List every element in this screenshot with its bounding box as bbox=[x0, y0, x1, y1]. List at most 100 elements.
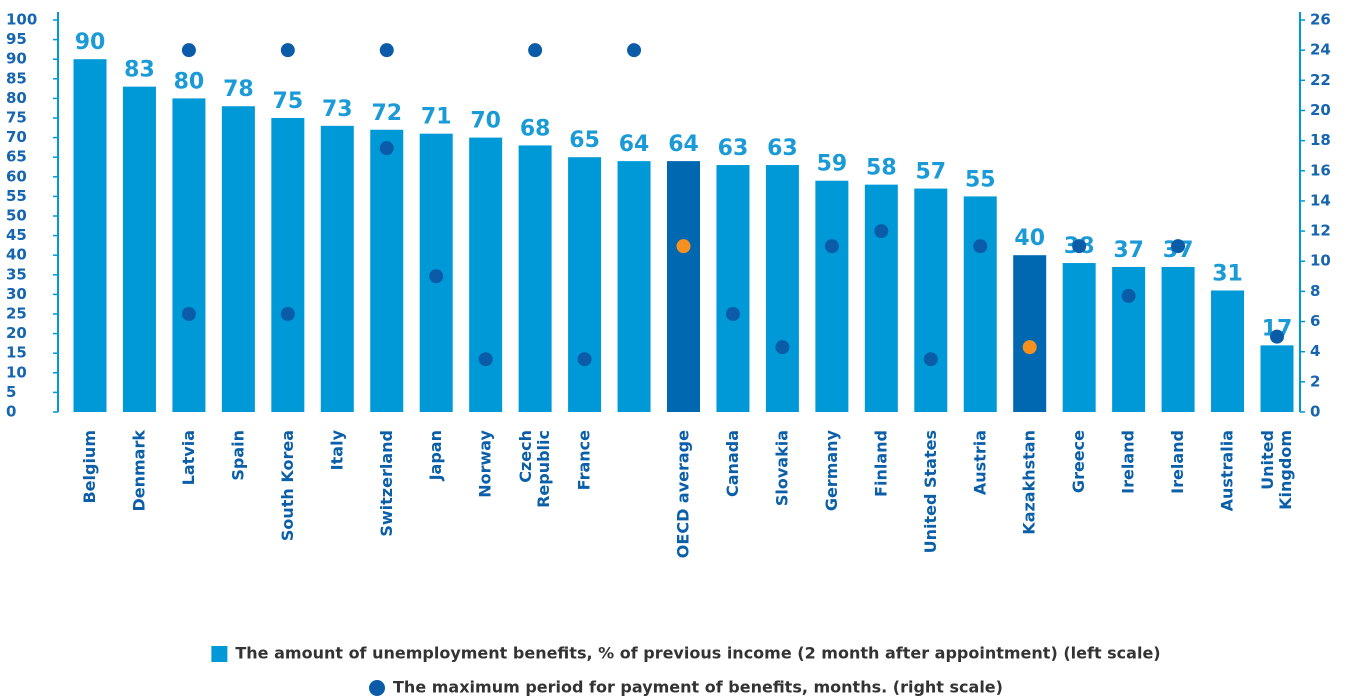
x-tick-label-line: France bbox=[574, 430, 593, 490]
value-label: 40 bbox=[1014, 226, 1045, 251]
x-tick-label-line: Australia bbox=[1217, 430, 1236, 511]
bar bbox=[617, 161, 651, 412]
value-label: 65 bbox=[569, 128, 600, 153]
value-label: 75 bbox=[273, 89, 304, 114]
dot bbox=[676, 239, 691, 254]
x-tick-label: Latvia bbox=[178, 430, 197, 485]
x-tick-label: South Korea bbox=[277, 430, 296, 541]
bar bbox=[864, 184, 898, 412]
x-tick-label: UnitedKingdom bbox=[1258, 430, 1295, 510]
dot bbox=[1121, 288, 1136, 303]
x-tick-label: Greece bbox=[1069, 430, 1088, 493]
value-label: 63 bbox=[767, 136, 798, 161]
value-label: 64 bbox=[619, 132, 650, 157]
y2-tick-label: 4 bbox=[1310, 342, 1320, 360]
x-tick-label: OECD average bbox=[673, 430, 692, 558]
bar bbox=[370, 129, 404, 412]
value-label: 57 bbox=[915, 160, 946, 185]
x-tick-label: Ireland bbox=[1168, 430, 1187, 494]
dot bbox=[824, 239, 839, 254]
value-label: 64 bbox=[668, 132, 699, 157]
x-tick-label: Denmark bbox=[129, 430, 148, 512]
legend-swatch bbox=[211, 646, 228, 662]
y2-tick-label: 24 bbox=[1310, 41, 1331, 59]
y2-tick-label: 6 bbox=[1310, 312, 1320, 330]
x-tick-label-line: Italy bbox=[327, 429, 346, 470]
bar bbox=[1013, 255, 1047, 412]
bar bbox=[1062, 263, 1096, 412]
y2-tick-label: 0 bbox=[1310, 403, 1320, 421]
y-tick-label: 100 bbox=[6, 11, 37, 29]
bar bbox=[518, 145, 552, 412]
y-tick-label: 85 bbox=[6, 69, 27, 87]
y2-tick-label: 22 bbox=[1310, 71, 1331, 89]
x-tick-label-line: Germany bbox=[821, 429, 840, 511]
dot bbox=[725, 307, 740, 321]
x-tick-label-line: Denmark bbox=[129, 430, 148, 512]
x-tick-label-line: OECD average bbox=[673, 430, 692, 558]
x-tick-label-line: Czech bbox=[516, 430, 535, 483]
x-tick-label-line: Canada bbox=[722, 430, 741, 497]
y2-tick-label: 16 bbox=[1310, 161, 1331, 179]
y-tick-label: 70 bbox=[6, 128, 27, 146]
y-tick-label: 95 bbox=[6, 30, 27, 48]
bar bbox=[568, 157, 602, 412]
value-label: 71 bbox=[421, 105, 452, 130]
y-tick-label: 50 bbox=[6, 207, 27, 225]
x-tick-label-line: Latvia bbox=[178, 430, 197, 485]
x-tick-label-line: Ireland bbox=[1168, 430, 1187, 494]
x-tick-label: Canada bbox=[722, 430, 741, 497]
y-tick-label: 30 bbox=[6, 285, 27, 303]
y-tick-label: 80 bbox=[6, 89, 27, 107]
x-tick-label-line: United bbox=[1258, 430, 1277, 490]
bar bbox=[914, 188, 948, 412]
dot bbox=[627, 43, 642, 58]
dot bbox=[874, 224, 889, 239]
y-tick-label: 65 bbox=[6, 148, 27, 166]
x-tick-label: Kazakhstan bbox=[1019, 430, 1038, 535]
dot bbox=[973, 239, 988, 254]
x-tick-label: United States bbox=[920, 430, 939, 553]
dot bbox=[1072, 239, 1087, 254]
value-label: 83 bbox=[124, 58, 155, 83]
x-tick-label-line: Spain bbox=[228, 430, 247, 481]
y2-tick-label: 10 bbox=[1310, 252, 1331, 270]
x-tick-label: Norway bbox=[475, 429, 494, 497]
y2-tick-label: 12 bbox=[1310, 222, 1331, 240]
x-tick-label-line: Norway bbox=[475, 429, 494, 497]
dot bbox=[528, 43, 543, 58]
bar bbox=[172, 98, 206, 413]
bar bbox=[1211, 290, 1245, 412]
x-tick-label-line: Austria bbox=[970, 430, 989, 495]
x-tick-label: Japan bbox=[426, 430, 445, 481]
x-tick-label: Belgium bbox=[80, 430, 99, 504]
bar bbox=[320, 125, 354, 412]
y-tick-label: 35 bbox=[6, 265, 27, 283]
x-tick-label-line: Slovakia bbox=[772, 430, 791, 506]
x-tick-label-line: Greece bbox=[1069, 430, 1088, 493]
dot bbox=[577, 352, 592, 367]
y-tick-label: 5 bbox=[6, 383, 16, 401]
bar bbox=[1260, 345, 1294, 412]
value-label: 68 bbox=[520, 116, 551, 141]
x-tick-label-line: Kazakhstan bbox=[1019, 430, 1038, 535]
x-tick-label: Austria bbox=[970, 430, 989, 495]
x-tick-label: Germany bbox=[821, 429, 840, 511]
dot bbox=[379, 141, 394, 156]
value-label: 70 bbox=[470, 109, 501, 134]
bar bbox=[1112, 266, 1146, 412]
dot bbox=[429, 269, 444, 284]
bar bbox=[667, 161, 700, 412]
legend-label: The amount of unemployment benefits, % o… bbox=[235, 644, 1160, 663]
bar bbox=[469, 137, 503, 412]
value-label: 37 bbox=[1113, 238, 1144, 263]
dot bbox=[379, 43, 394, 58]
x-tick-label-line: South Korea bbox=[277, 430, 296, 541]
dot bbox=[280, 307, 295, 321]
bar bbox=[1161, 266, 1195, 412]
y2-tick-label: 26 bbox=[1310, 11, 1331, 29]
y2-tick-label: 20 bbox=[1310, 101, 1331, 119]
x-tick-label-line: Switzerland bbox=[376, 430, 395, 537]
y2-tick-label: 2 bbox=[1310, 372, 1320, 390]
x-tick-label: France bbox=[574, 430, 593, 490]
